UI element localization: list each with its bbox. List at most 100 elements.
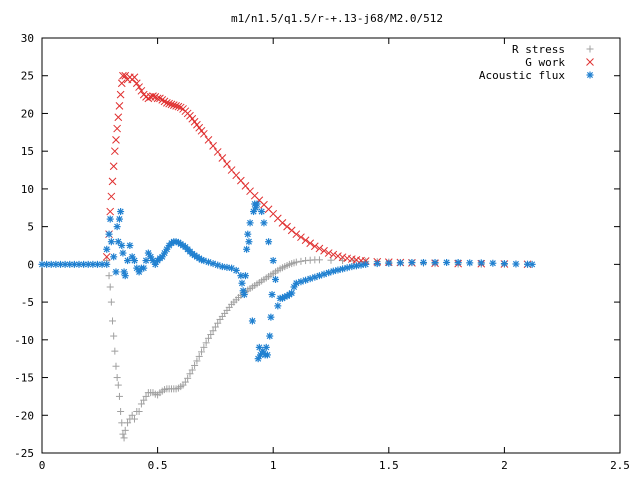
data-point [193,357,201,365]
data-point [343,264,351,272]
data-point [297,233,305,242]
axes: 0 0.5 1 1.5 2 2.5 30 25 20 15 10 5 0 -5 -10 -15 -20 -25 [14,32,630,472]
data-point [528,260,536,268]
data-point [117,79,126,88]
data-point [126,242,134,249]
series-g-work [102,71,532,269]
legend-marker [586,58,594,66]
data-point [108,177,117,186]
data-point [287,226,296,235]
data-point [112,136,120,144]
data-point [121,426,129,434]
data-point [292,230,301,239]
data-point [466,259,474,267]
data-point [338,253,347,262]
data-point [290,283,298,291]
data-point [408,258,416,266]
data-point [135,83,143,91]
data-point [107,238,115,246]
data-point [109,162,118,171]
data-point [329,267,337,275]
data-point [151,93,160,101]
data-point [144,94,153,103]
x-tick-label: 0 [39,459,46,472]
data-point [174,102,183,111]
data-point [243,245,251,253]
data-point [117,208,125,216]
data-point [246,219,254,227]
data-point [176,103,185,112]
data-point [142,392,150,400]
legend-marker [586,45,594,53]
data-point [105,272,113,280]
data-point [106,283,114,291]
data-point [199,129,208,138]
x-tick-label: 2 [501,459,508,472]
data-point [167,100,176,109]
data-point [327,256,335,264]
data-point [162,99,171,107]
data-point [232,266,240,274]
y-tick-label: 25 [21,70,34,83]
data-point [489,259,497,267]
data-point [102,252,111,261]
data-point [172,102,180,110]
data-point [110,253,118,261]
data-point [140,264,148,272]
data-point [112,268,120,276]
data-point [186,370,194,378]
x-tick-label: 0.5 [148,459,168,472]
data-point [80,260,88,268]
data-point [292,258,300,266]
data-point [204,136,213,144]
y-tick-label: 15 [21,145,34,158]
data-point [500,260,508,268]
data-point [121,71,130,80]
data-point [38,260,46,268]
data-point [238,279,246,287]
data-point [204,334,212,342]
data-point [310,242,319,251]
data-point [56,260,64,268]
data-point [223,160,231,168]
data-point [149,92,157,100]
y-tick-label: -5 [21,296,34,309]
data-point [110,332,118,340]
x-tick-label: 2.5 [610,459,630,472]
data-point [269,257,277,265]
data-point [47,260,55,268]
data-point [119,71,127,80]
data-point [103,245,111,253]
data-point [114,381,122,389]
data-point [223,263,231,271]
data-point [165,99,174,108]
data-point [198,348,206,356]
y-tick-label: -10 [14,334,34,347]
data-point [244,230,252,238]
data-point [160,97,169,106]
data-point [115,102,124,110]
data-point [113,223,121,231]
data-point [195,352,203,360]
data-point [373,260,381,268]
data-point [301,236,310,245]
data-point [105,230,113,238]
data-point [362,260,370,268]
data-point [115,392,123,400]
series-acoustic-flux [38,200,536,363]
data-point [89,260,97,268]
data-point [348,263,356,271]
data-point [352,262,360,270]
data-point [267,313,275,321]
data-point [66,260,74,268]
data-point [306,239,315,248]
data-point [477,259,485,267]
data-point [258,208,266,216]
data-point [107,298,115,306]
y-tick-label: 10 [21,183,34,196]
data-point [158,96,167,104]
y-tick-label: 0 [27,258,34,271]
data-point [288,289,296,297]
data-point [130,73,139,82]
